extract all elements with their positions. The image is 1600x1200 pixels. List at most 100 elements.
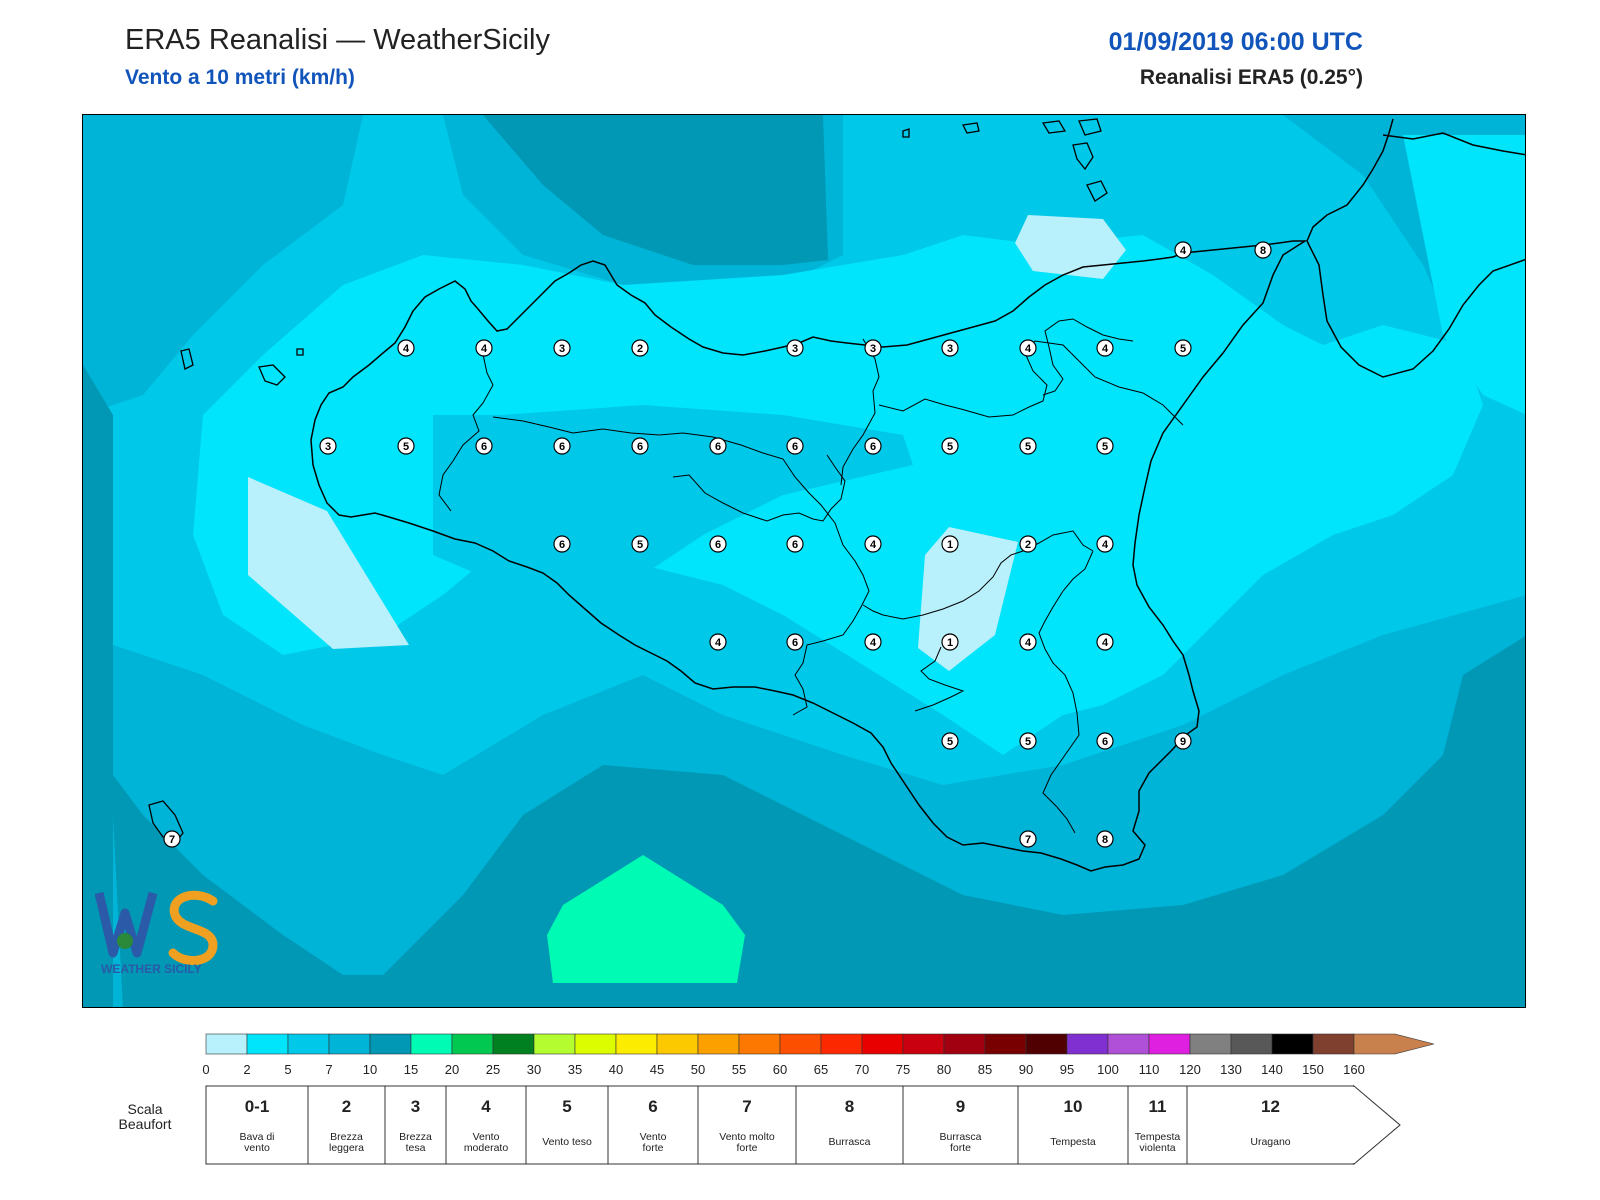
beaufort-label-1: Scala	[127, 1101, 162, 1117]
station-value: 4	[870, 539, 877, 551]
colorbar-tick: 70	[855, 1062, 869, 1077]
station-marker	[163, 830, 181, 848]
colorbar-tick: 0	[202, 1062, 209, 1077]
beaufort-cell	[1186, 1085, 1355, 1165]
station-value: 2	[1025, 539, 1031, 551]
beaufort-desc: Vento	[640, 1131, 667, 1143]
station-value: 6	[559, 441, 565, 453]
station-value: 4	[1025, 637, 1032, 649]
station-value: 4	[403, 343, 410, 355]
station-marker	[631, 437, 649, 455]
station-marker	[941, 732, 959, 750]
wind-band-0-2-center	[918, 527, 1018, 671]
beaufort-desc: Tempesta	[1050, 1136, 1096, 1148]
station-marker	[397, 437, 415, 455]
beaufort-number: 11	[1149, 1097, 1167, 1116]
station-marker	[1019, 633, 1037, 651]
logo-text: WEATHER SICILY	[101, 962, 202, 976]
wind-map: 4 8 4 4 3 2 3 3 3 4 4 5 3 5 6 6 6 6 6 6 5 5 5 6 5 6 6 4 1 2 4 4 6 4 1 4 4 5 5 6…	[82, 114, 1526, 1008]
beaufort-number: 7	[742, 1097, 751, 1116]
station-marker	[319, 437, 337, 455]
wind-band-2-5-ne-sea	[1403, 135, 1525, 415]
station-marker	[1174, 339, 1192, 357]
colorbar-tick: 15	[404, 1062, 418, 1077]
wind-band-2-5	[193, 235, 1483, 755]
colorbar-swatch	[943, 1033, 986, 1055]
beaufort-cell	[205, 1085, 309, 1165]
station-value: 6	[792, 637, 798, 649]
sicily-coastline	[310, 240, 1308, 872]
colorbar-swatch	[1107, 1033, 1150, 1055]
beaufort-desc: forte	[736, 1142, 757, 1154]
beaufort-number: 2	[342, 1097, 351, 1116]
station-marker	[786, 437, 804, 455]
station-markers: 4 8 4 4 3 2 3 3 3 4 4 5 3 5 6 6 6 6 6 6 5 5 5 6 5 6 6 4 1 2 4 4 6 4 1 4 4 5 5 6…	[163, 241, 1272, 848]
colorbar-tick: 50	[691, 1062, 705, 1077]
colorbar-swatch	[1189, 1033, 1232, 1055]
beaufort-desc: leggera	[329, 1142, 364, 1154]
station-marker	[786, 535, 804, 553]
station-value: 6	[792, 539, 798, 551]
beaufort-desc: tesa	[406, 1142, 426, 1154]
station-marker	[553, 339, 571, 357]
colorbar-swatch	[1148, 1033, 1191, 1055]
station-value: 5	[947, 441, 953, 453]
colorbar-tick: 2	[243, 1062, 250, 1077]
island-aeolian	[902, 118, 1108, 202]
colorbar-tick: 45	[650, 1062, 664, 1077]
wind-field-svg: 4 8 4 4 3 2 3 3 3 4 4 5 3 5 6 6 6 6 6 6 5 5 5 6 5 6 6 4 1 2 4 4 6 4 1 4 4 5 5 6…	[83, 115, 1525, 1007]
colorbar-swatch	[861, 1033, 904, 1055]
station-marker	[631, 339, 649, 357]
colorbar-swatch	[656, 1033, 699, 1055]
colorbar-swatch	[1066, 1033, 1109, 1055]
station-marker	[1174, 241, 1192, 259]
colorbar-swatch	[246, 1033, 289, 1055]
station-value: 6	[792, 441, 798, 453]
beaufort-number: 10	[1064, 1097, 1083, 1116]
colorbar-tick: 75	[896, 1062, 910, 1077]
station-value: 6	[715, 539, 721, 551]
beaufort-desc: Bava di	[239, 1131, 274, 1143]
wind-band-7-10	[83, 595, 1525, 1007]
colorbar-tick: 85	[978, 1062, 992, 1077]
colorbar-tick: 20	[445, 1062, 459, 1077]
colorbar: 0 2 5 7 10 15 20 25 30 35 40 45 50 55 60 65 70 75 80 85 90 95…	[202, 1033, 1435, 1077]
colorbar-swatch	[1312, 1033, 1355, 1055]
colorbar-tick: 80	[937, 1062, 951, 1077]
station-value: 5	[1102, 441, 1108, 453]
colorbar-tick: 110	[1139, 1062, 1160, 1077]
station-marker	[1019, 437, 1037, 455]
map-subtitle: Vento a 10 metri (km/h)	[125, 66, 355, 89]
station-value: 1	[947, 637, 953, 649]
station-value: 4	[1102, 539, 1109, 551]
beaufort-number: 4	[481, 1097, 491, 1116]
beaufort-cell	[795, 1085, 904, 1165]
wind-band-10-15-south	[83, 636, 1525, 1007]
station-marker	[864, 535, 882, 553]
station-marker	[1254, 241, 1272, 259]
beaufort-cell	[445, 1085, 527, 1165]
colorbar-tick: 100	[1097, 1062, 1119, 1077]
colorbar-swatch	[492, 1033, 535, 1055]
station-marker	[1096, 535, 1114, 553]
beaufort-number: 3	[411, 1097, 420, 1116]
station-value: 4	[1102, 637, 1109, 649]
station-value: 7	[1025, 834, 1031, 846]
station-value: 3	[325, 441, 331, 453]
station-value: 3	[559, 343, 565, 355]
station-value: 6	[637, 441, 643, 453]
colorbar-tick: 55	[732, 1062, 746, 1077]
beaufort-number: 0-1	[245, 1097, 270, 1116]
colorbar-swatch	[738, 1033, 781, 1055]
map-datetime: 01/09/2019 06:00 UTC	[1108, 28, 1363, 56]
colorbar-swatch	[410, 1033, 453, 1055]
station-marker	[1096, 732, 1114, 750]
beaufort-desc: Vento	[473, 1131, 500, 1143]
beaufort-label-2: Beaufort	[119, 1116, 172, 1132]
station-marker	[553, 535, 571, 553]
wind-band-15-20	[547, 855, 745, 983]
station-marker	[1019, 830, 1037, 848]
station-value: 5	[1025, 441, 1031, 453]
station-marker	[553, 437, 571, 455]
beaufort-desc: forte	[642, 1142, 663, 1154]
